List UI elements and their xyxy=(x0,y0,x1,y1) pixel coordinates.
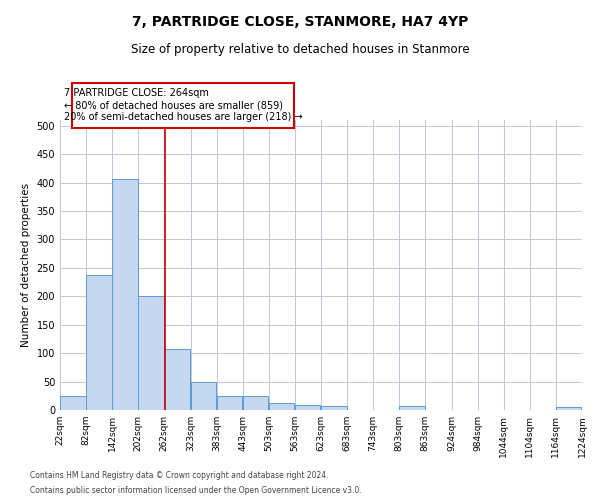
Bar xyxy=(191,382,216,410)
Bar xyxy=(399,406,425,410)
Bar xyxy=(138,296,164,410)
Bar xyxy=(321,406,347,410)
Bar xyxy=(60,396,86,410)
Text: Contains HM Land Registry data © Crown copyright and database right 2024.: Contains HM Land Registry data © Crown c… xyxy=(30,471,329,480)
Bar xyxy=(86,275,112,410)
Text: Size of property relative to detached houses in Stanmore: Size of property relative to detached ho… xyxy=(131,42,469,56)
Bar xyxy=(217,396,242,410)
Bar xyxy=(112,178,137,410)
Text: 7, PARTRIDGE CLOSE, STANMORE, HA7 4YP: 7, PARTRIDGE CLOSE, STANMORE, HA7 4YP xyxy=(132,15,468,29)
Bar xyxy=(164,349,190,410)
Bar xyxy=(295,406,320,410)
Bar xyxy=(243,396,268,410)
Bar xyxy=(556,407,581,410)
Bar xyxy=(269,403,295,410)
Text: 7 PARTRIDGE CLOSE: 264sqm
← 80% of detached houses are smaller (859)
20% of semi: 7 PARTRIDGE CLOSE: 264sqm ← 80% of detac… xyxy=(64,88,302,122)
Text: Contains public sector information licensed under the Open Government Licence v3: Contains public sector information licen… xyxy=(30,486,362,495)
Y-axis label: Number of detached properties: Number of detached properties xyxy=(21,183,31,347)
